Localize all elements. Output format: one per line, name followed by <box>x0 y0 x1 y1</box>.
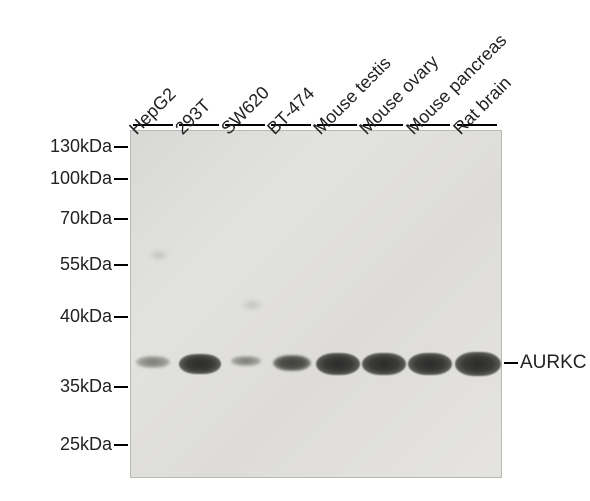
protein-label: AURKC <box>520 352 587 374</box>
mw-label: 35kDa <box>60 376 112 397</box>
mw-tick <box>114 316 128 318</box>
mw-label: 70kDa <box>60 208 112 229</box>
mw-tick <box>114 386 128 388</box>
mw-label: 55kDa <box>60 254 112 275</box>
blot-smudge <box>242 300 262 310</box>
protein-band <box>231 356 261 366</box>
protein-band <box>408 353 452 375</box>
protein-tick <box>504 362 518 364</box>
protein-band <box>455 352 501 376</box>
protein-band <box>136 356 170 368</box>
protein-band <box>362 353 406 375</box>
mw-tick <box>114 146 128 148</box>
western-blot-figure: HepG2293TSW620BT-474Mouse testisMouse ov… <box>0 0 590 501</box>
blot-membrane <box>130 130 502 478</box>
protein-band <box>316 353 360 375</box>
mw-tick <box>114 264 128 266</box>
mw-tick <box>114 178 128 180</box>
mw-label: 25kDa <box>60 434 112 455</box>
protein-band <box>179 354 221 374</box>
mw-tick <box>114 444 128 446</box>
protein-band <box>273 355 311 371</box>
blot-smudge <box>150 250 168 260</box>
mw-tick <box>114 218 128 220</box>
mw-label: 100kDa <box>50 168 112 189</box>
mw-label: 130kDa <box>50 136 112 157</box>
mw-label: 40kDa <box>60 306 112 327</box>
